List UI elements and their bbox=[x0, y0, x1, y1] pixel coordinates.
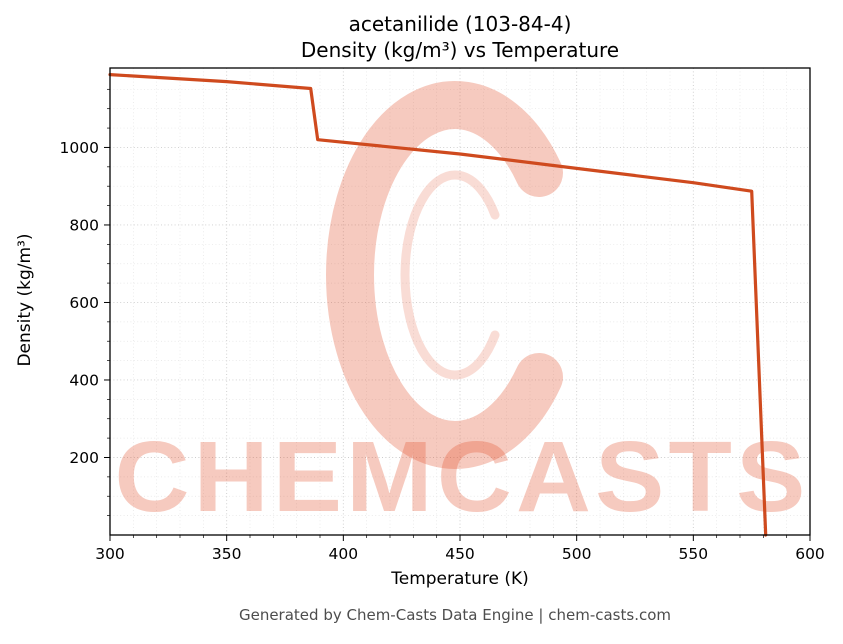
y-tick-label: 600 bbox=[69, 294, 99, 312]
x-tick-label: 450 bbox=[445, 545, 475, 563]
x-tick-label: 350 bbox=[212, 545, 242, 563]
chart-subtitle: Density (kg/m³) vs Temperature bbox=[300, 38, 620, 63]
density-vs-temperature-line bbox=[108, 73, 768, 537]
footer-credit: Generated by Chem-Casts Data Engine | ch… bbox=[238, 606, 672, 624]
x-tick-label: 400 bbox=[329, 545, 359, 563]
y-tick-label: 1000 bbox=[60, 139, 99, 157]
x-axis-label: Temperature (K) bbox=[391, 569, 529, 589]
y-tick-label: 400 bbox=[69, 371, 99, 389]
chart-title-block: acetanilide (103-84-4) Density (kg/m³) v… bbox=[110, 11, 810, 64]
x-tick-label: 600 bbox=[795, 545, 825, 563]
y-tick-label: 200 bbox=[69, 449, 99, 467]
watermark-c-inner-icon bbox=[400, 170, 500, 380]
watermark: CHEMCASTS bbox=[115, 81, 810, 533]
axis-ticks bbox=[104, 88, 811, 541]
watermark-c-logo-icon bbox=[326, 81, 563, 469]
x-tick-label: 500 bbox=[562, 545, 592, 563]
tick-labels: 300 350 400 450 500 550 600 200 400 600 800 1000 bbox=[60, 139, 825, 563]
watermark-text: CHEMCASTS bbox=[115, 421, 810, 533]
chart-title: acetanilide (103-84-4) bbox=[348, 12, 572, 36]
x-tick-label: 300 bbox=[95, 545, 125, 563]
y-axis-label: Density (kg/m³) bbox=[15, 233, 35, 367]
y-tick-label: 800 bbox=[69, 216, 99, 234]
x-tick-label: 550 bbox=[679, 545, 709, 563]
